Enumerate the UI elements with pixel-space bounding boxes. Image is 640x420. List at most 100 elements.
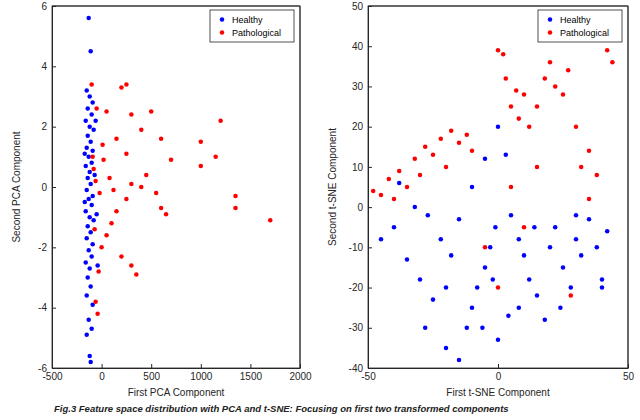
point — [527, 124, 532, 129]
point — [87, 170, 92, 175]
point — [506, 313, 511, 318]
point — [527, 277, 532, 282]
point — [159, 206, 164, 211]
tick: 50 — [623, 364, 635, 382]
point — [439, 237, 444, 242]
point — [423, 145, 428, 150]
point — [129, 112, 134, 117]
point — [134, 272, 139, 277]
tick: 0 — [99, 364, 105, 382]
point — [90, 149, 95, 154]
point — [84, 188, 89, 193]
point — [504, 153, 509, 158]
point — [159, 136, 164, 141]
tick-mark — [52, 187, 56, 188]
point — [561, 92, 566, 97]
point — [139, 185, 144, 190]
point — [86, 317, 91, 322]
tick: 20 — [352, 121, 372, 132]
point — [431, 153, 436, 158]
point — [91, 127, 96, 132]
point — [470, 185, 475, 190]
tick-mark — [52, 127, 56, 128]
point — [496, 285, 501, 290]
point — [144, 173, 149, 178]
tick-label: -2 — [38, 242, 47, 253]
series — [82, 16, 99, 364]
tick-mark — [52, 247, 56, 248]
point — [501, 52, 506, 57]
point — [457, 358, 462, 363]
point — [553, 225, 558, 230]
point — [496, 48, 501, 53]
point — [104, 109, 109, 114]
point — [95, 311, 100, 316]
point — [444, 285, 449, 290]
point — [418, 277, 423, 282]
tick-mark — [52, 368, 56, 369]
point — [83, 118, 88, 123]
tick: 500 — [143, 364, 160, 382]
data-layer — [82, 16, 272, 364]
point — [522, 225, 527, 230]
tick: 10 — [352, 162, 372, 173]
tick-mark — [368, 127, 372, 128]
tick-label: 2 — [41, 121, 47, 132]
point — [553, 84, 558, 89]
point — [610, 60, 615, 65]
point — [483, 157, 488, 162]
legend-marker — [220, 30, 225, 35]
tick-mark — [498, 364, 499, 368]
tick-mark — [368, 328, 372, 329]
legend-marker — [548, 17, 553, 22]
point — [111, 188, 116, 193]
tick-label: -6 — [38, 363, 47, 374]
point — [88, 360, 93, 365]
tick: 1500 — [240, 364, 263, 382]
tick: 30 — [352, 81, 372, 92]
point — [129, 263, 134, 268]
tick: 0 — [496, 364, 502, 382]
frame-top — [368, 6, 628, 7]
point — [94, 106, 99, 111]
point — [496, 338, 501, 343]
tick: 40 — [352, 41, 372, 52]
tick-mark — [368, 207, 372, 208]
point — [107, 176, 112, 181]
tick-mark — [151, 364, 152, 368]
point — [92, 227, 97, 232]
tick-label: 0 — [357, 202, 363, 213]
legend-label: Healthy — [560, 15, 591, 25]
legend-label: Pathological — [232, 28, 281, 38]
point — [90, 100, 95, 105]
point — [95, 263, 100, 268]
point — [579, 253, 584, 258]
legend-box — [538, 10, 622, 42]
point — [465, 132, 470, 137]
tick-label: -20 — [349, 282, 364, 293]
tick-label: -10 — [349, 242, 364, 253]
x-axis-title: First PCA Component — [128, 387, 225, 398]
point — [84, 333, 89, 338]
point — [522, 253, 527, 258]
point — [543, 76, 548, 81]
tick-mark — [201, 364, 202, 368]
legend-label: Pathological — [560, 28, 609, 38]
point — [84, 146, 89, 151]
tick-label: 0 — [99, 371, 105, 382]
point — [413, 157, 418, 162]
point — [92, 173, 97, 178]
point — [470, 305, 475, 310]
point — [88, 139, 93, 144]
point — [566, 68, 571, 73]
point — [491, 277, 496, 282]
data-layer — [371, 48, 615, 362]
point — [488, 245, 493, 250]
point — [86, 155, 91, 160]
series — [89, 82, 272, 316]
tick-mark — [368, 46, 372, 47]
legend: Healthy Pathological — [538, 10, 622, 42]
point — [100, 143, 105, 148]
point — [569, 293, 574, 298]
point — [89, 161, 94, 166]
